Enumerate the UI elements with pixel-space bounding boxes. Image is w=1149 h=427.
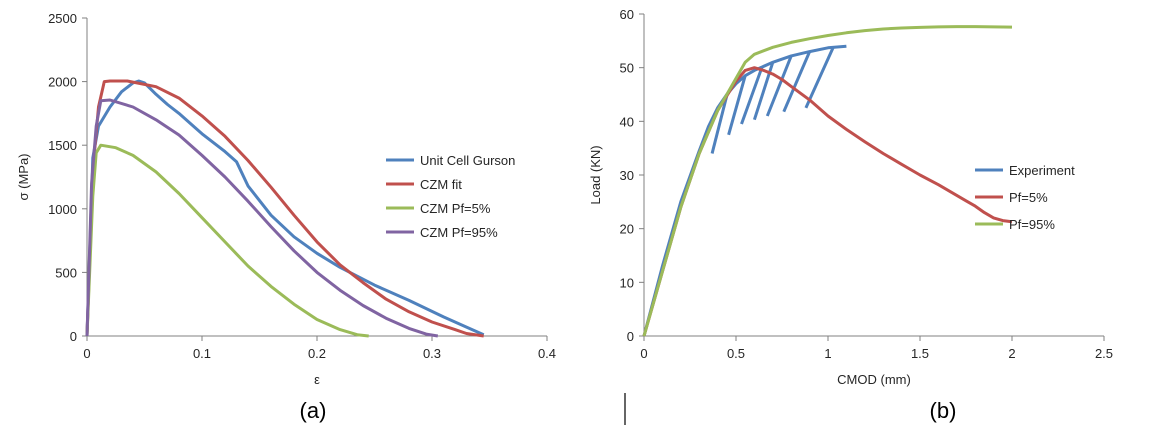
series-line-experiment — [727, 75, 747, 136]
series-line-experiment — [740, 67, 764, 125]
y-tick-label: 2500 — [48, 11, 77, 26]
legend-label: CZM Pf=5% — [420, 201, 491, 216]
x-axis-title: CMOD (mm) — [837, 372, 911, 387]
legend-label: Pf=95% — [1009, 217, 1055, 232]
panel-b-caption: (b) — [930, 398, 957, 423]
y-tick-label: 20 — [620, 222, 634, 237]
series-line-experiment — [765, 55, 793, 117]
legend-label: Pf=5% — [1009, 190, 1048, 205]
y-axis-title: σ (MPa) — [16, 153, 31, 200]
x-tick-label: 1 — [824, 346, 831, 361]
x-tick-label: 1.5 — [911, 346, 929, 361]
legend-label: CZM Pf=95% — [420, 225, 498, 240]
series-line-unit-cell-gurson — [85, 79, 485, 337]
series-line-pf-95- — [642, 25, 1013, 337]
series-line-czm-pf-5- — [85, 143, 369, 338]
series-line-experiment — [642, 44, 847, 337]
series-line-experiment — [710, 95, 729, 154]
y-tick-label: 1500 — [48, 138, 77, 153]
y-tick-label: 0 — [627, 329, 634, 344]
series-line-czm-pf-95- — [85, 98, 439, 338]
y-tick-label: 50 — [620, 61, 634, 76]
x-tick-label: 2 — [1008, 346, 1015, 361]
x-tick-label: 0.3 — [423, 346, 441, 361]
y-axis-title: Load (KN) — [588, 145, 603, 204]
y-tick-label: 40 — [620, 114, 634, 129]
x-tick-label: 0.5 — [727, 346, 745, 361]
series-line-experiment — [804, 46, 835, 109]
y-tick-label: 30 — [620, 168, 634, 183]
y-tick-label: 0 — [70, 329, 77, 344]
x-tick-label: 0.2 — [308, 346, 326, 361]
legend-label: CZM fit — [420, 177, 462, 192]
chart-panel-b: 0 0.5 1 1.5 2 2.5 0 10 20 30 40 50 60 CMOD (mm) Load (… — [588, 7, 1113, 387]
chart-panel-a: 0 0.1 0.2 0.3 0.4 0 500 1000 1500 2000 2500 ε σ (MPa… — [16, 11, 556, 387]
x-tick-label: 2.5 — [1095, 346, 1113, 361]
y-tick-label: 10 — [620, 275, 634, 290]
y-tick-label: 2000 — [48, 75, 77, 90]
x-tick-label: 0.1 — [193, 346, 211, 361]
panel-a-caption: (a) — [300, 398, 327, 423]
legend-label: Experiment — [1009, 163, 1075, 178]
x-tick-label: 0 — [83, 346, 90, 361]
series-line-experiment — [782, 51, 811, 113]
series-line-czm-fit — [85, 79, 484, 338]
y-tick-label: 1000 — [48, 202, 77, 217]
y-tick-label: 500 — [55, 265, 77, 280]
x-axis-title: ε — [314, 372, 320, 387]
series-line-pf-5- — [642, 66, 1013, 337]
x-tick-label: 0 — [640, 346, 647, 361]
x-tick-label: 0.4 — [538, 346, 556, 361]
y-tick-label: 60 — [620, 7, 634, 22]
legend-label: Unit Cell Gurson — [420, 153, 515, 168]
